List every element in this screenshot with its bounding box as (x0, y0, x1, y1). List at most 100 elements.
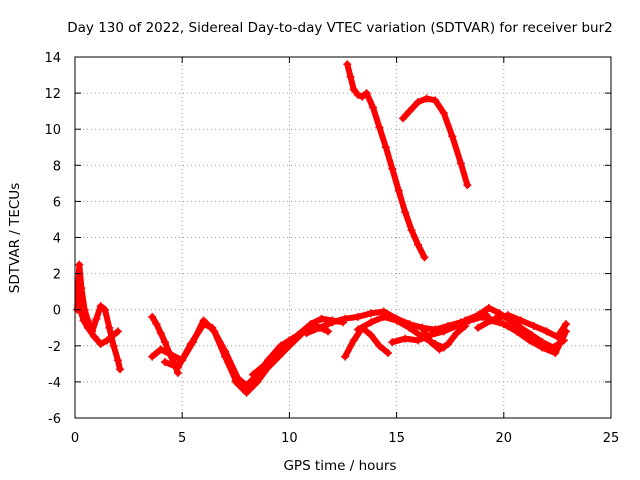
data-point-marker (328, 318, 337, 327)
data-point-marker (426, 338, 435, 347)
data-point-marker (109, 330, 118, 339)
data-point-marker (405, 323, 414, 332)
data-point-marker (463, 181, 472, 190)
data-point-marker (77, 284, 86, 293)
series-sat-l (418, 321, 470, 354)
data-point-marker (302, 329, 311, 338)
data-point-marker (407, 226, 416, 235)
data-point-marker (375, 123, 384, 132)
data-point-marker (384, 349, 393, 358)
data-point-marker (167, 350, 176, 359)
y-tick-label: 12 (44, 87, 61, 102)
data-point-marker (538, 343, 547, 352)
data-point-marker (431, 96, 440, 105)
data-point-marker (152, 320, 161, 329)
series-trace (342, 324, 391, 360)
data-point-marker (173, 363, 182, 372)
data-point-marker (405, 107, 414, 116)
chart-title: Day 130 of 2022, Sidereal Day-to-day VTE… (67, 20, 612, 36)
data-point-marker (369, 103, 378, 112)
data-point-marker (349, 336, 358, 345)
data-point-marker (341, 352, 350, 361)
series-sat-d (148, 316, 247, 392)
data-point-marker (148, 352, 157, 361)
data-point-marker (366, 309, 375, 318)
data-point-marker (161, 358, 170, 367)
tick-marks (74, 56, 612, 419)
data-point-marker (259, 361, 268, 370)
data-point-marker (248, 370, 257, 379)
data-point-marker (439, 327, 448, 336)
y-tick-label: 14 (44, 51, 61, 66)
data-point-marker (375, 341, 384, 350)
data-point-marker (401, 334, 410, 343)
data-point-marker (452, 321, 461, 330)
data-point-marker (401, 208, 410, 217)
data-point-marker (388, 164, 397, 173)
y-tick-label: 8 (53, 159, 61, 174)
series-trace (344, 61, 428, 261)
data-point-marker (388, 338, 397, 347)
data-point-marker (75, 260, 84, 269)
data-point-marker (116, 365, 125, 374)
data-point-marker (231, 377, 240, 386)
series-trace (419, 322, 469, 353)
x-tick-labels: 0 5 10 15 20 25 (71, 431, 619, 446)
data-point-marker (253, 377, 262, 386)
y-tick-label: -6 (48, 412, 61, 427)
data-point-marker (101, 305, 110, 314)
data-point-marker (551, 349, 560, 358)
data-point-marker (474, 311, 483, 320)
data-point-marker (109, 341, 118, 350)
data-point-marker (366, 318, 375, 327)
series-sat-g (248, 339, 294, 379)
grid-lines (75, 57, 611, 418)
series-trace (462, 304, 567, 351)
data-point-marker (242, 381, 251, 390)
data-point-marker (491, 314, 500, 323)
series-sat-i (341, 323, 393, 361)
data-point-marker (358, 92, 367, 101)
data-point-marker (499, 320, 508, 329)
data-point-marker (349, 85, 358, 94)
data-point-marker (354, 325, 363, 334)
y-tick-label: 4 (53, 232, 61, 247)
data-point-marker (484, 303, 493, 312)
data-point-marker (461, 316, 470, 325)
data-point-marker (83, 323, 92, 332)
data-point-marker (456, 159, 465, 168)
data-point-marker (148, 312, 157, 321)
data-point-marker (113, 327, 122, 336)
data-point-marker (285, 339, 294, 348)
y-tick-label: -4 (48, 376, 61, 391)
data-point-marker (242, 388, 251, 397)
data-point-marker (444, 339, 453, 348)
data-point-marker (156, 329, 165, 338)
data-point-marker (553, 332, 562, 341)
data-point-marker (399, 114, 408, 123)
data-point-marker (317, 314, 326, 323)
data-point-marker (103, 336, 112, 345)
data-point-marker (221, 347, 230, 356)
data-point-marker (323, 327, 332, 336)
y-tick-label: 6 (53, 195, 61, 210)
x-axis-label: GPS time / hours (283, 458, 396, 474)
series-trace (250, 341, 293, 378)
data-point-marker (527, 330, 536, 339)
data-point-marker (75, 302, 84, 311)
data-point-marker (418, 323, 427, 332)
y-axis-label: SDTVAR / TECUs (7, 183, 23, 293)
x-tick-label: 0 (71, 431, 79, 446)
data-point-marker (341, 314, 350, 323)
data-point-marker (529, 321, 538, 330)
data-point-marker (516, 323, 525, 332)
data-point-marker (276, 345, 285, 354)
data-layer (73, 60, 570, 397)
data-point-marker (346, 72, 355, 81)
data-point-marker (79, 316, 88, 325)
data-point-marker (392, 316, 401, 325)
data-point-marker (516, 316, 525, 325)
data-point-marker (394, 186, 403, 195)
data-point-marker (381, 143, 390, 152)
